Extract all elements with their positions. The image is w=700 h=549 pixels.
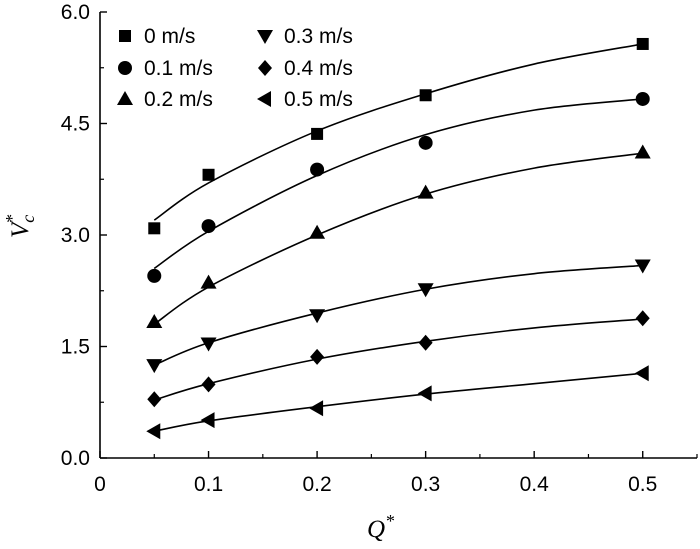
fit-line-series-2 xyxy=(153,152,643,325)
data-point-series-3 xyxy=(309,309,326,324)
legend-marker-series-5 xyxy=(257,91,271,107)
data-point-series-5 xyxy=(309,400,324,417)
fit-line-series-4 xyxy=(154,318,643,401)
x-tick-label: 0.3 xyxy=(411,473,440,496)
y-axis-label-main: V xyxy=(7,220,34,238)
y-tick-label: 0.0 xyxy=(61,447,90,470)
fit-line-series-1 xyxy=(153,98,643,270)
data-point-series-1 xyxy=(147,268,162,283)
x-tick-label: 0.1 xyxy=(194,473,223,496)
data-point-series-4 xyxy=(201,376,216,393)
data-point-series-5 xyxy=(200,412,215,429)
y-tick-label: 1.5 xyxy=(61,336,90,359)
data-point-series-5 xyxy=(146,423,161,440)
data-point-series-1 xyxy=(201,219,216,234)
data-point-series-5 xyxy=(417,385,432,402)
x-tick-label: 0.4 xyxy=(520,473,550,496)
legend-marker-series-3 xyxy=(257,30,273,44)
y-axis-label-subscript: c xyxy=(18,215,38,223)
data-point-series-2 xyxy=(146,313,163,328)
fit-line-series-0 xyxy=(153,43,643,221)
data-point-series-5 xyxy=(634,365,649,382)
y-axis-label-superscript: * xyxy=(2,215,22,224)
legend-label-series-1: 0.1 m/s xyxy=(144,57,213,80)
legend-marker-series-4 xyxy=(258,60,272,76)
x-axis-label-main: Q xyxy=(367,516,385,543)
data-point-series-4 xyxy=(147,391,162,408)
fit-line-series-3 xyxy=(153,264,643,366)
y-tick-label: 6.0 xyxy=(61,1,90,24)
data-point-series-1 xyxy=(418,135,433,150)
legend-marker-series-2 xyxy=(117,91,133,105)
x-tick-label: 0 xyxy=(94,473,106,496)
data-point-series-0 xyxy=(311,127,324,140)
x-tick-label: 0.5 xyxy=(628,473,657,496)
data-point-series-4 xyxy=(310,348,325,365)
data-point-series-1 xyxy=(310,162,325,177)
data-point-series-4 xyxy=(635,310,650,327)
x-axis-label-superscript: * xyxy=(385,511,394,531)
legend-label-series-5: 0.5 m/s xyxy=(284,88,353,111)
legend-label-series-0: 0 m/s xyxy=(144,25,195,48)
data-point-series-3 xyxy=(146,359,163,374)
y-tick-label: 3.0 xyxy=(61,224,90,247)
legend-label-series-3: 0.3 m/s xyxy=(284,25,353,48)
data-point-series-4 xyxy=(418,334,433,351)
data-point-series-2 xyxy=(634,144,651,159)
x-tick-label: 0.2 xyxy=(302,473,331,496)
data-point-series-2 xyxy=(200,274,217,289)
data-point-series-3 xyxy=(417,283,434,298)
legend-marker-series-1 xyxy=(118,61,132,75)
data-point-series-2 xyxy=(309,224,326,239)
data-point-series-3 xyxy=(634,259,651,274)
fit-line-series-5 xyxy=(154,372,643,433)
data-point-series-1 xyxy=(635,91,650,106)
data-point-series-3 xyxy=(200,337,217,352)
y-axis-label: Vc* xyxy=(2,215,38,238)
data-point-series-0 xyxy=(419,89,432,102)
data-point-series-2 xyxy=(417,184,434,199)
legend-marker-series-0 xyxy=(119,30,131,42)
data-point-series-0 xyxy=(148,222,161,235)
legend-label-series-4: 0.4 m/s xyxy=(284,57,353,80)
legend-label-series-2: 0.2 m/s xyxy=(144,88,213,111)
data-point-series-0 xyxy=(202,168,215,181)
plot-area: 0.0 1.5 3.0 4.5 6.0 0 0.1 0.2 0.3 0.4 0.5 0 m/s 0.1 … xyxy=(61,1,698,496)
y-tick-label: 4.5 xyxy=(61,113,90,136)
x-axis-label: Q* xyxy=(367,511,394,543)
data-point-series-0 xyxy=(636,37,649,50)
